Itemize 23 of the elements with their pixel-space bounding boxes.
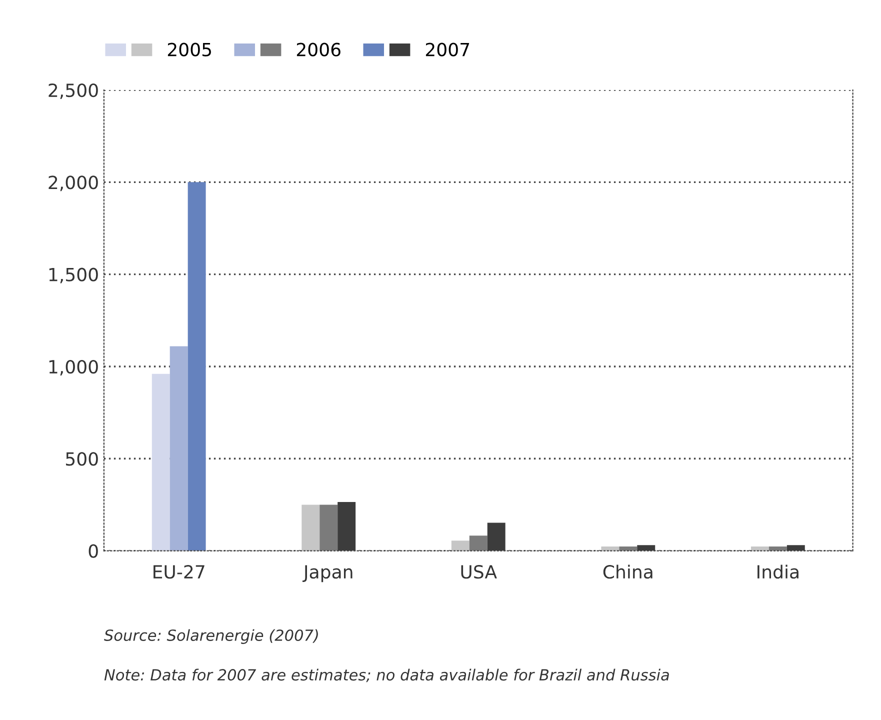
legend-label: 2006 [296, 42, 340, 56]
y-tick-label: 500 [66, 452, 98, 466]
y-tick-label: 1,500 [49, 268, 98, 284]
bar [302, 504, 320, 551]
x-tick-label: EU-27 [154, 565, 204, 579]
x-tick-label: USA [461, 565, 497, 579]
bar [451, 540, 470, 551]
y-tick-label: 2,500 [48, 83, 98, 99]
bar [469, 536, 488, 551]
x-tick-label: India [758, 564, 798, 579]
text: Note: Data for 2007 are estimates; no data available for Brazil and Russia [104, 668, 669, 682]
y-tick-label: 0 [88, 544, 98, 558]
x-tick-label: Japan [302, 565, 352, 582]
legend-label: 2005 [168, 42, 211, 56]
bar [188, 182, 206, 551]
source-note: Source: Solarenergie (2007) [104, 629, 318, 644]
y-tick-label: 1,000 [49, 360, 98, 376]
bar [152, 374, 170, 551]
legend-label: 2007 [426, 42, 470, 56]
bar [170, 346, 188, 551]
x-tick-label: China [603, 564, 652, 579]
bar [320, 504, 338, 551]
y-tick-label: 2,000 [48, 176, 98, 192]
